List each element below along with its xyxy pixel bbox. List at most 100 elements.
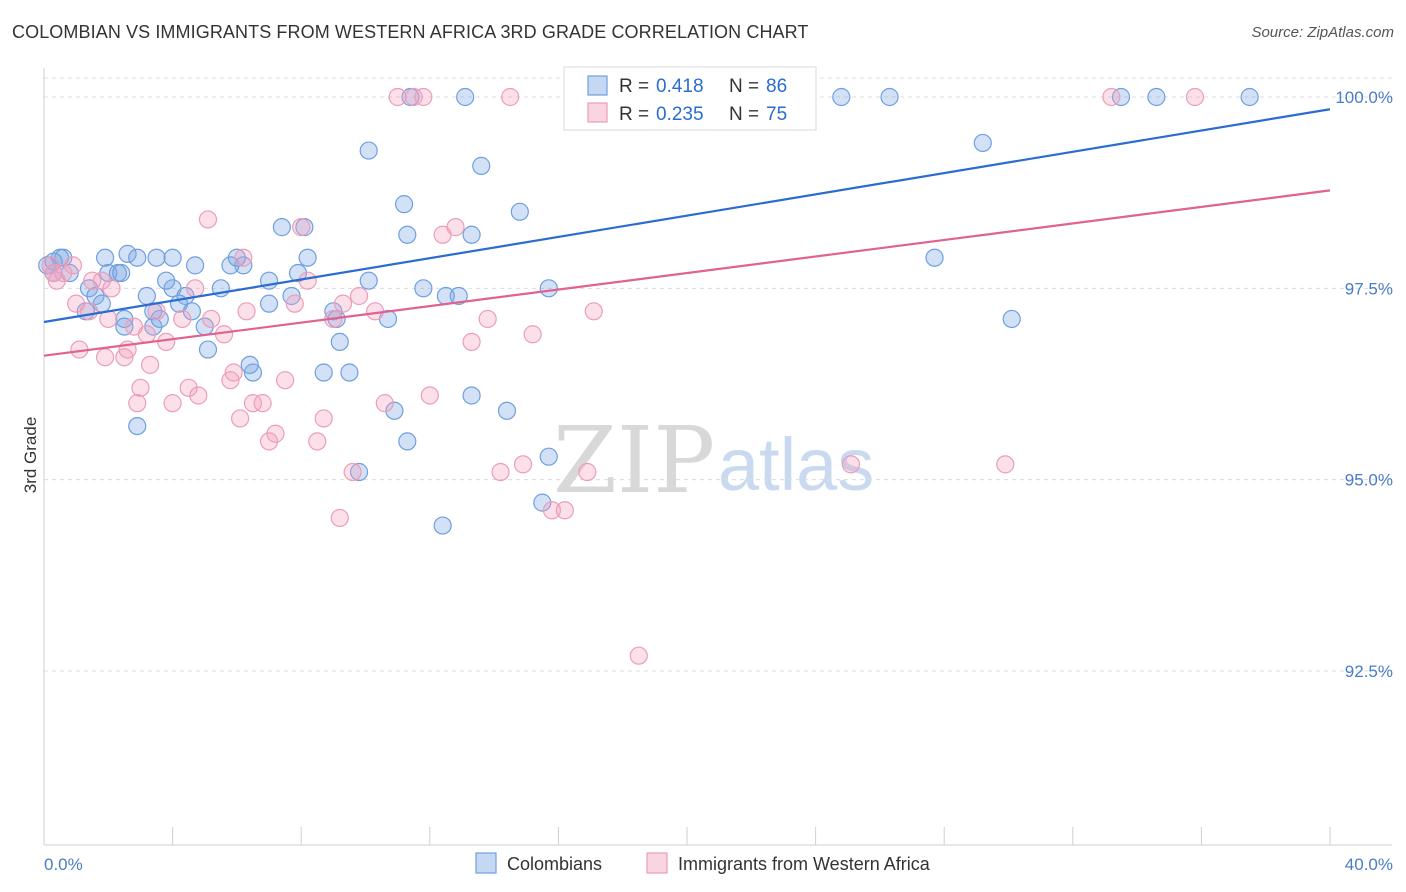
point-western-africa bbox=[128, 394, 147, 413]
point-colombians bbox=[433, 516, 452, 535]
point-western-africa bbox=[54, 263, 73, 283]
point-western-africa bbox=[131, 378, 150, 397]
point-colombians bbox=[298, 248, 317, 267]
data-points bbox=[38, 87, 1259, 665]
point-western-africa bbox=[841, 455, 861, 474]
point-colombians bbox=[340, 363, 359, 382]
watermark-atlas: atlas bbox=[718, 423, 874, 506]
legend-n-label-1: N = bbox=[729, 76, 759, 97]
trend-line-western-africa bbox=[43, 189, 1331, 357]
point-western-africa bbox=[388, 87, 407, 107]
point-colombians bbox=[259, 294, 279, 313]
point-western-africa bbox=[221, 371, 240, 390]
point-colombians bbox=[414, 279, 433, 298]
legend-r-label-1: R = bbox=[619, 76, 649, 97]
legend-swatch-colombians bbox=[587, 75, 608, 96]
point-colombians bbox=[137, 286, 156, 306]
point-western-africa bbox=[330, 508, 349, 528]
point-colombians bbox=[462, 386, 481, 405]
point-western-africa bbox=[266, 424, 285, 443]
point-western-africa bbox=[555, 501, 574, 520]
legend-n-value-1: 86 bbox=[766, 76, 787, 97]
x-tick-label: 40.0% bbox=[1345, 855, 1393, 874]
point-western-africa bbox=[292, 218, 311, 237]
point-colombians bbox=[95, 248, 115, 267]
point-colombians bbox=[128, 248, 147, 267]
point-colombians bbox=[449, 286, 468, 306]
point-western-africa bbox=[173, 309, 192, 329]
point-western-africa bbox=[140, 355, 160, 374]
point-western-africa bbox=[523, 325, 542, 344]
point-western-africa bbox=[79, 302, 99, 321]
trend-lines bbox=[43, 108, 1331, 357]
legend-n-label-2: N = bbox=[729, 104, 759, 125]
point-colombians bbox=[462, 225, 481, 244]
point-western-africa bbox=[308, 432, 327, 451]
point-western-africa bbox=[1185, 87, 1205, 107]
point-colombians bbox=[240, 355, 259, 374]
y-tick-label: 95.0% bbox=[1345, 471, 1393, 490]
point-western-africa bbox=[343, 462, 362, 482]
bottom-legend-swatch-colombians bbox=[475, 852, 497, 874]
bottom-legend-label-western-africa: Immigrants from Western Africa bbox=[678, 854, 931, 874]
x-tick-label: 0.0% bbox=[44, 855, 83, 874]
point-western-africa bbox=[420, 386, 439, 405]
point-western-africa bbox=[513, 455, 533, 474]
point-colombians bbox=[398, 225, 417, 244]
point-western-africa bbox=[137, 325, 156, 344]
point-western-africa bbox=[253, 394, 272, 413]
legend-r-value-2: 0.235 bbox=[656, 104, 704, 125]
point-western-africa bbox=[102, 279, 121, 298]
y-tick-label: 97.5% bbox=[1345, 279, 1393, 298]
stats-legend: R = 0.418 N = 86 R = 0.235 N = 75 bbox=[563, 66, 817, 131]
point-colombians bbox=[330, 332, 349, 352]
point-western-africa bbox=[501, 87, 520, 107]
point-colombians bbox=[472, 156, 491, 175]
bottom-legend-label-colombians: Colombians bbox=[507, 854, 602, 874]
point-western-africa bbox=[542, 501, 562, 520]
point-western-africa bbox=[231, 409, 250, 428]
bottom-legend-swatch-western-africa bbox=[646, 852, 668, 874]
point-western-africa bbox=[462, 332, 481, 352]
chart-source: Source: ZipAtlas.com bbox=[1251, 24, 1394, 41]
point-western-africa bbox=[414, 87, 433, 107]
point-western-africa bbox=[189, 386, 208, 405]
point-colombians bbox=[973, 133, 992, 153]
point-western-africa bbox=[584, 302, 603, 321]
point-western-africa bbox=[446, 218, 465, 237]
point-colombians bbox=[510, 202, 529, 221]
point-western-africa bbox=[349, 286, 369, 306]
point-colombians bbox=[1002, 309, 1021, 329]
point-colombians bbox=[314, 363, 333, 382]
point-colombians bbox=[186, 256, 205, 275]
point-western-africa bbox=[578, 462, 597, 482]
point-western-africa bbox=[314, 409, 333, 428]
point-western-africa bbox=[629, 646, 648, 665]
point-western-africa bbox=[298, 271, 317, 290]
point-western-africa bbox=[333, 294, 353, 313]
point-colombians bbox=[349, 462, 369, 482]
point-western-africa bbox=[404, 87, 423, 107]
point-colombians bbox=[147, 248, 166, 267]
point-colombians bbox=[1111, 87, 1131, 107]
point-western-africa bbox=[234, 248, 253, 267]
chart-title: COLOMBIAN VS IMMIGRANTS FROM WESTERN AFR… bbox=[12, 22, 809, 42]
point-colombians bbox=[539, 279, 558, 298]
point-colombians bbox=[112, 263, 131, 283]
point-western-africa bbox=[157, 332, 176, 352]
watermark-zip: ZIP bbox=[553, 407, 715, 514]
point-western-africa bbox=[63, 256, 83, 275]
point-western-africa bbox=[491, 462, 510, 482]
point-western-africa bbox=[237, 302, 256, 321]
point-western-africa bbox=[276, 371, 295, 390]
point-colombians bbox=[398, 432, 417, 451]
point-western-africa bbox=[243, 394, 263, 413]
point-colombians bbox=[198, 340, 218, 359]
point-colombians bbox=[539, 447, 558, 466]
point-western-africa bbox=[95, 348, 115, 367]
trend-line-colombians bbox=[43, 108, 1331, 324]
point-colombians bbox=[497, 401, 517, 420]
point-colombians bbox=[227, 248, 246, 267]
watermark: ZIP atlas bbox=[553, 407, 874, 514]
